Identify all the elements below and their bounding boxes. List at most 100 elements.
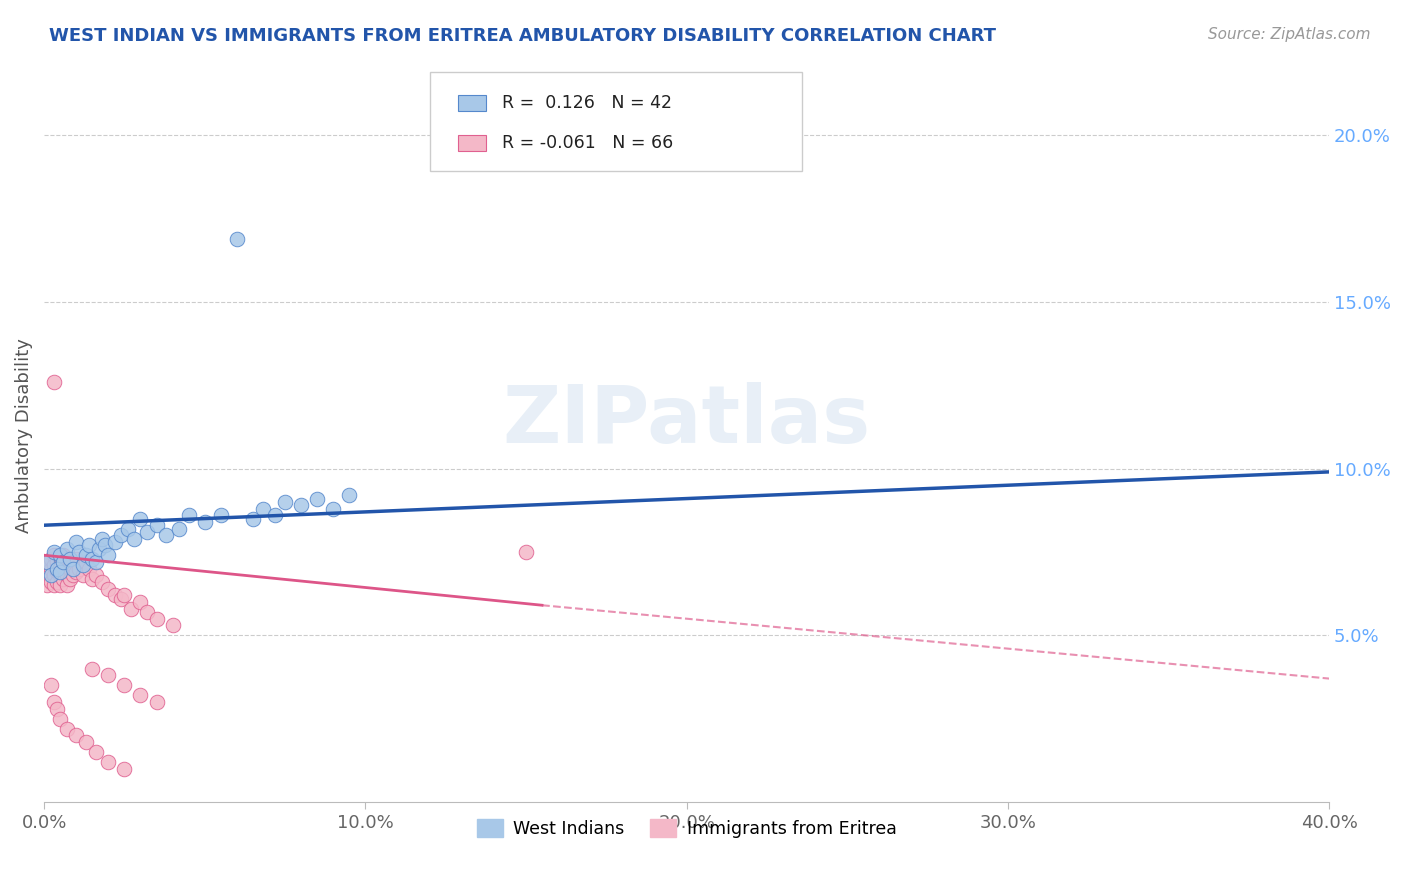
Point [112, 588, 135, 602]
Point [104, 535, 127, 549]
Point [145, 518, 167, 533]
Point [52, 555, 75, 569]
Point [52, 548, 75, 562]
Point [82, 662, 104, 676]
Point [264, 508, 287, 523]
Point [42, 375, 65, 389]
Point [59, 551, 82, 566]
Point [129, 511, 152, 525]
Point [307, 491, 329, 506]
Point [242, 511, 264, 525]
Point [194, 515, 217, 529]
Point [59, 572, 82, 586]
Text: WEST INDIAN VS IMMIGRANTS FROM ERITREA AMBULATORY DISABILITY CORRELATION CHART: WEST INDIAN VS IMMIGRANTS FROM ERITREA A… [49, 27, 997, 45]
Point [46, 565, 69, 579]
Point [135, 605, 157, 619]
Text: Source: ZipAtlas.com: Source: ZipAtlas.com [1208, 27, 1371, 42]
Point [52, 555, 75, 569]
Point [49, 565, 72, 579]
Point [55, 568, 77, 582]
FancyBboxPatch shape [458, 135, 486, 151]
Point [97, 668, 120, 682]
Point [84, 555, 107, 569]
Point [110, 528, 132, 542]
Point [94, 538, 117, 552]
Point [39, 568, 62, 582]
Point [177, 508, 200, 523]
Point [42, 568, 65, 582]
Point [515, 545, 537, 559]
Point [39, 574, 62, 589]
Point [91, 532, 114, 546]
Point [37, 555, 59, 569]
Point [145, 695, 167, 709]
Point [62, 568, 84, 582]
Point [145, 611, 167, 625]
Point [37, 555, 59, 569]
Point [55, 558, 77, 573]
Point [49, 712, 72, 726]
Point [55, 722, 77, 736]
Point [274, 495, 297, 509]
Point [337, 488, 360, 502]
Point [55, 541, 77, 556]
Point [167, 522, 190, 536]
Point [129, 595, 152, 609]
Point [77, 538, 100, 552]
Point [104, 588, 127, 602]
Point [97, 548, 120, 562]
Point [37, 568, 59, 582]
Point [84, 745, 107, 759]
Point [65, 565, 87, 579]
Point [42, 558, 65, 573]
Point [52, 572, 75, 586]
Point [162, 618, 184, 632]
Point [55, 551, 77, 566]
Point [122, 532, 145, 546]
Point [65, 535, 87, 549]
Text: ZIPatlas: ZIPatlas [502, 382, 870, 459]
Point [135, 524, 157, 539]
Point [75, 555, 97, 569]
Point [46, 561, 69, 575]
Point [117, 522, 139, 536]
Point [46, 701, 69, 715]
Point [82, 572, 104, 586]
Point [49, 578, 72, 592]
Point [97, 755, 120, 769]
Point [87, 541, 110, 556]
Point [37, 578, 59, 592]
Point [62, 558, 84, 573]
Point [69, 561, 91, 575]
Point [72, 558, 94, 573]
FancyBboxPatch shape [430, 72, 803, 171]
Point [112, 678, 135, 692]
Point [39, 678, 62, 692]
Point [49, 558, 72, 573]
Legend: West Indians, Immigrants from Eritrea: West Indians, Immigrants from Eritrea [470, 812, 904, 845]
Text: R = -0.061   N = 66: R = -0.061 N = 66 [502, 134, 673, 152]
Point [97, 582, 120, 596]
Point [72, 568, 94, 582]
Point [75, 548, 97, 562]
Point [46, 574, 69, 589]
Point [65, 551, 87, 566]
Y-axis label: Ambulatory Disability: Ambulatory Disability [15, 338, 32, 533]
Point [155, 528, 177, 542]
Point [112, 762, 135, 776]
Point [120, 601, 142, 615]
Point [65, 728, 87, 742]
Point [252, 501, 274, 516]
Point [42, 545, 65, 559]
Point [75, 735, 97, 749]
Point [42, 578, 65, 592]
Point [59, 561, 82, 575]
Point [82, 551, 104, 566]
Point [84, 568, 107, 582]
Point [39, 551, 62, 566]
Point [110, 591, 132, 606]
Text: R =  0.126   N = 42: R = 0.126 N = 42 [502, 95, 672, 112]
Point [52, 565, 75, 579]
Point [69, 545, 91, 559]
Point [39, 561, 62, 575]
